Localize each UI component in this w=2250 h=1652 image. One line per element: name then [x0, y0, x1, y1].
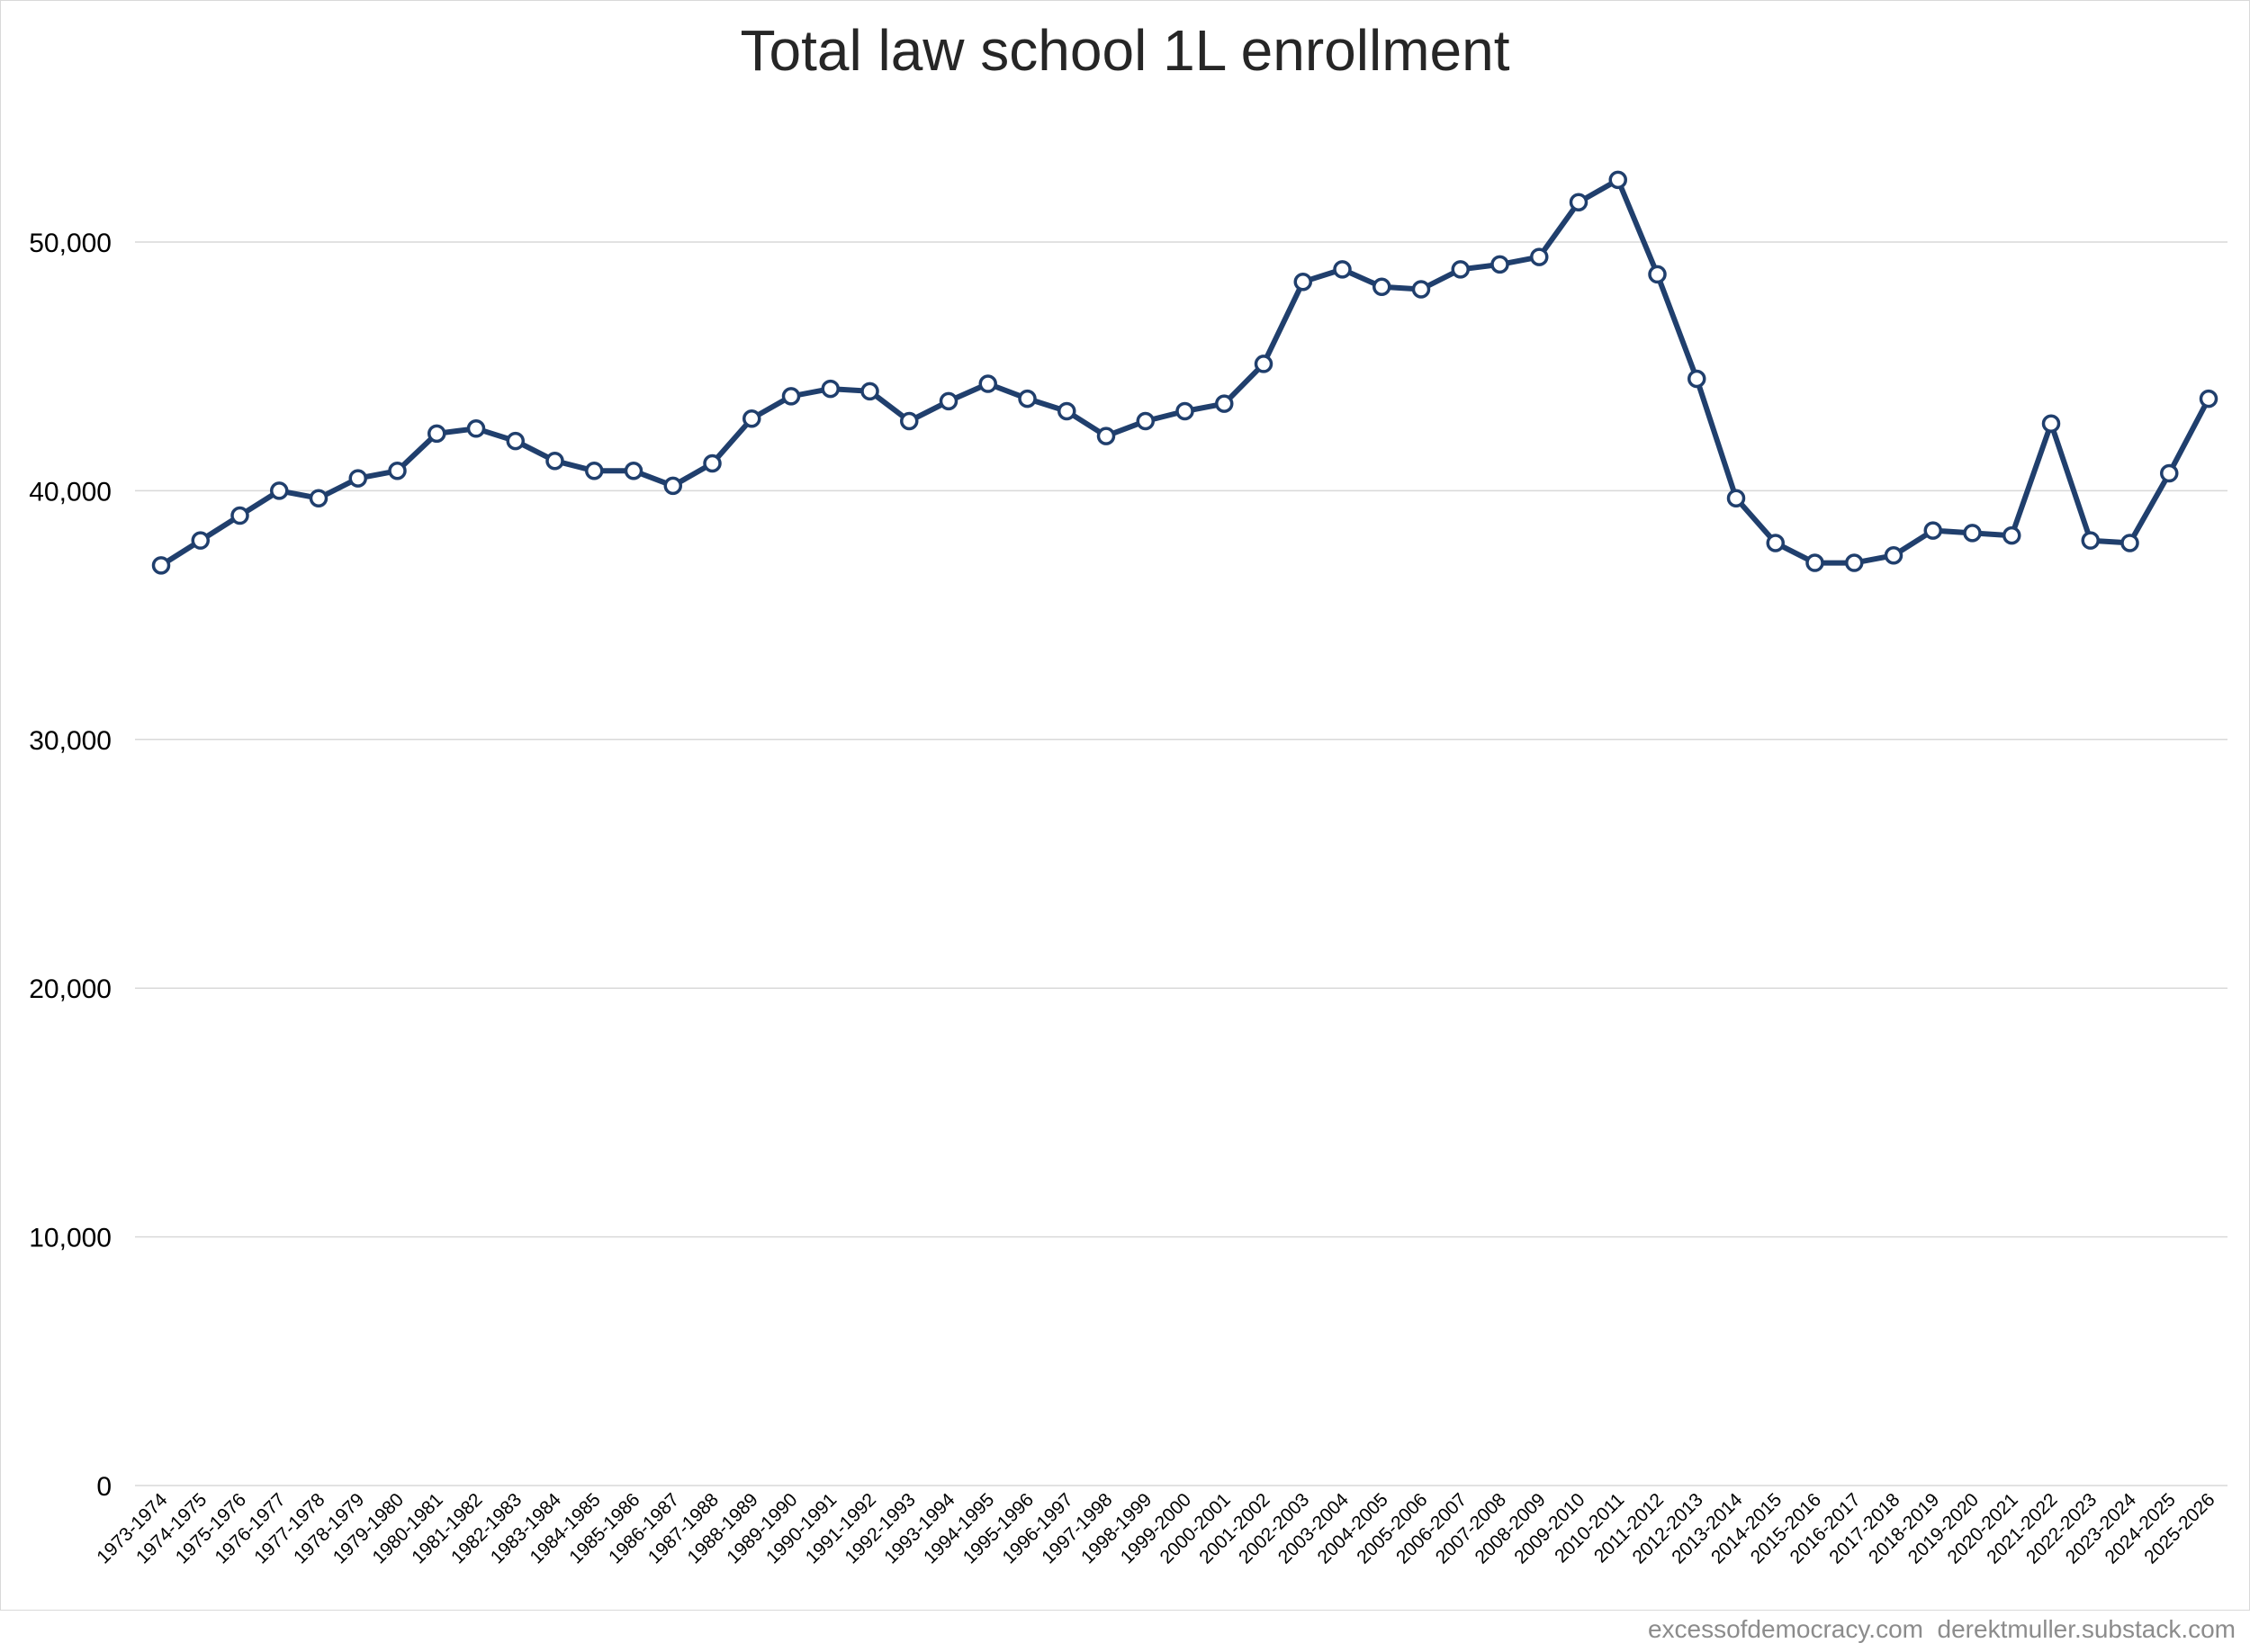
data-point	[939, 391, 958, 411]
y-tick-label: 30,000	[29, 726, 112, 756]
data-point	[1215, 394, 1234, 413]
y-axis-tick-labels: 0 10,000 20,000 30,000 40,000 50,000	[29, 229, 112, 1502]
data-point	[191, 531, 210, 550]
data-point	[1569, 193, 1588, 212]
data-point	[2041, 414, 2061, 434]
data-point	[1293, 272, 1312, 292]
data-point	[624, 462, 644, 480]
data-point	[2120, 534, 2139, 552]
data-point	[348, 469, 367, 488]
data-point	[2002, 525, 2021, 545]
chart-frame	[0, 0, 2250, 1611]
data-point	[2199, 389, 2218, 409]
source-credit: excessofdemocracy.com derektmuller.subst…	[1647, 1615, 2236, 1643]
data-point	[1766, 534, 1785, 552]
chart-title: Total law school 1L enrollment	[741, 18, 1510, 83]
data-point	[821, 379, 840, 399]
data-point	[2081, 531, 2100, 550]
data-point	[860, 382, 879, 401]
gridlines	[135, 241, 2228, 1486]
data-point	[1963, 524, 1982, 543]
data-point	[428, 424, 446, 444]
data-point	[230, 506, 249, 525]
data-point	[1372, 277, 1391, 297]
data-point	[506, 431, 525, 451]
data-point	[309, 489, 328, 507]
data-point	[781, 387, 801, 406]
data-point	[703, 453, 722, 473]
data-point	[900, 411, 919, 431]
data-point	[1923, 521, 1942, 540]
series-line-layer	[158, 176, 2211, 569]
data-point	[1845, 553, 1864, 572]
series-line	[158, 176, 2211, 569]
data-point	[663, 476, 682, 496]
data-point	[1451, 260, 1470, 279]
y-tick-label: 10,000	[29, 1224, 112, 1253]
data-point	[1018, 389, 1037, 409]
data-point	[1530, 247, 1549, 266]
data-point	[388, 462, 407, 480]
data-point	[1136, 411, 1155, 431]
data-point	[1490, 255, 1509, 274]
data-point	[978, 374, 997, 393]
x-axis-tick-labels: 1973-19741974-19751975-19761976-19771977…	[93, 1489, 2218, 1568]
data-point	[1058, 401, 1076, 421]
data-points	[151, 170, 2218, 575]
data-point	[151, 556, 171, 575]
data-point	[1884, 546, 1904, 565]
y-tick-label: 20,000	[29, 974, 112, 1004]
data-point	[270, 481, 289, 500]
data-point	[545, 451, 564, 471]
data-point	[1411, 280, 1431, 299]
data-point	[466, 419, 486, 438]
y-tick-label: 50,000	[29, 229, 112, 258]
data-point	[1648, 265, 1667, 284]
data-point	[1096, 426, 1116, 445]
data-point	[742, 409, 761, 428]
data-point	[1688, 369, 1706, 389]
data-point	[1608, 170, 1627, 190]
data-point	[1333, 260, 1352, 279]
y-tick-label: 0	[96, 1472, 112, 1502]
data-point	[1726, 489, 1746, 507]
data-point	[1254, 355, 1274, 373]
data-point	[1175, 401, 1194, 421]
data-point	[2160, 463, 2179, 483]
data-point	[1805, 553, 1824, 572]
data-point	[585, 462, 604, 480]
y-tick-label: 40,000	[29, 477, 112, 507]
